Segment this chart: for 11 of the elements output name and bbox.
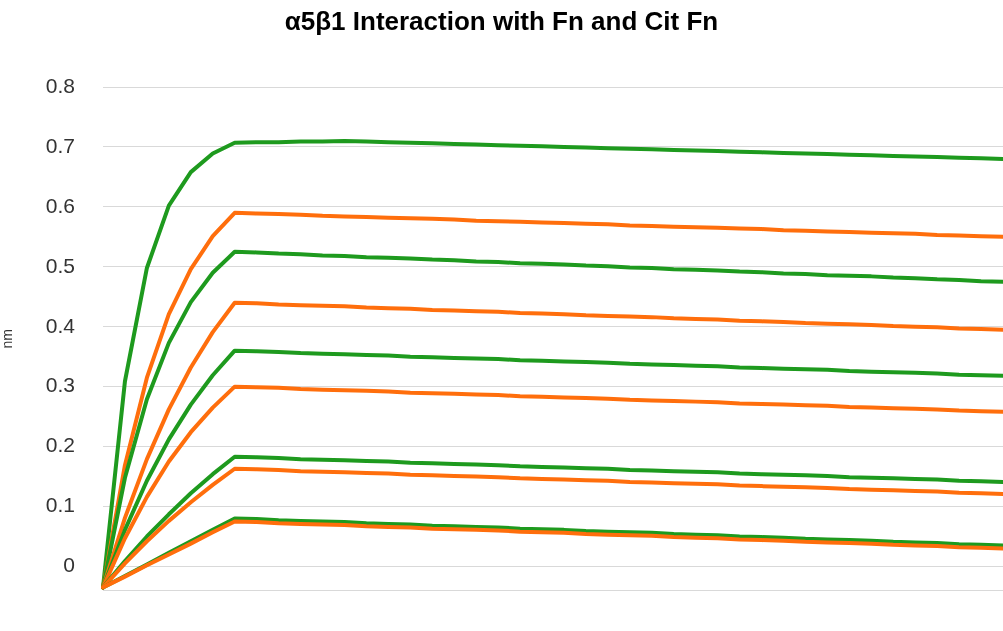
- y-tick-label: 0.5: [45, 253, 75, 277]
- y-tick-label: 0.4: [45, 313, 76, 337]
- y-tick-label: 0.2: [45, 433, 75, 457]
- chart-title: α5β1 Interaction with Fn and Cit Fn: [283, 6, 720, 37]
- y-axis-title: nm: [0, 328, 16, 349]
- y-tick-label: 0.6: [45, 193, 75, 217]
- y-tick-label: 0: [63, 553, 75, 577]
- y-tick-label: 0.7: [45, 133, 75, 157]
- y-tick-label: 0.1: [45, 493, 75, 517]
- y-tick-label: 0.3: [45, 373, 75, 397]
- y-tick-label: 0.8: [45, 73, 75, 97]
